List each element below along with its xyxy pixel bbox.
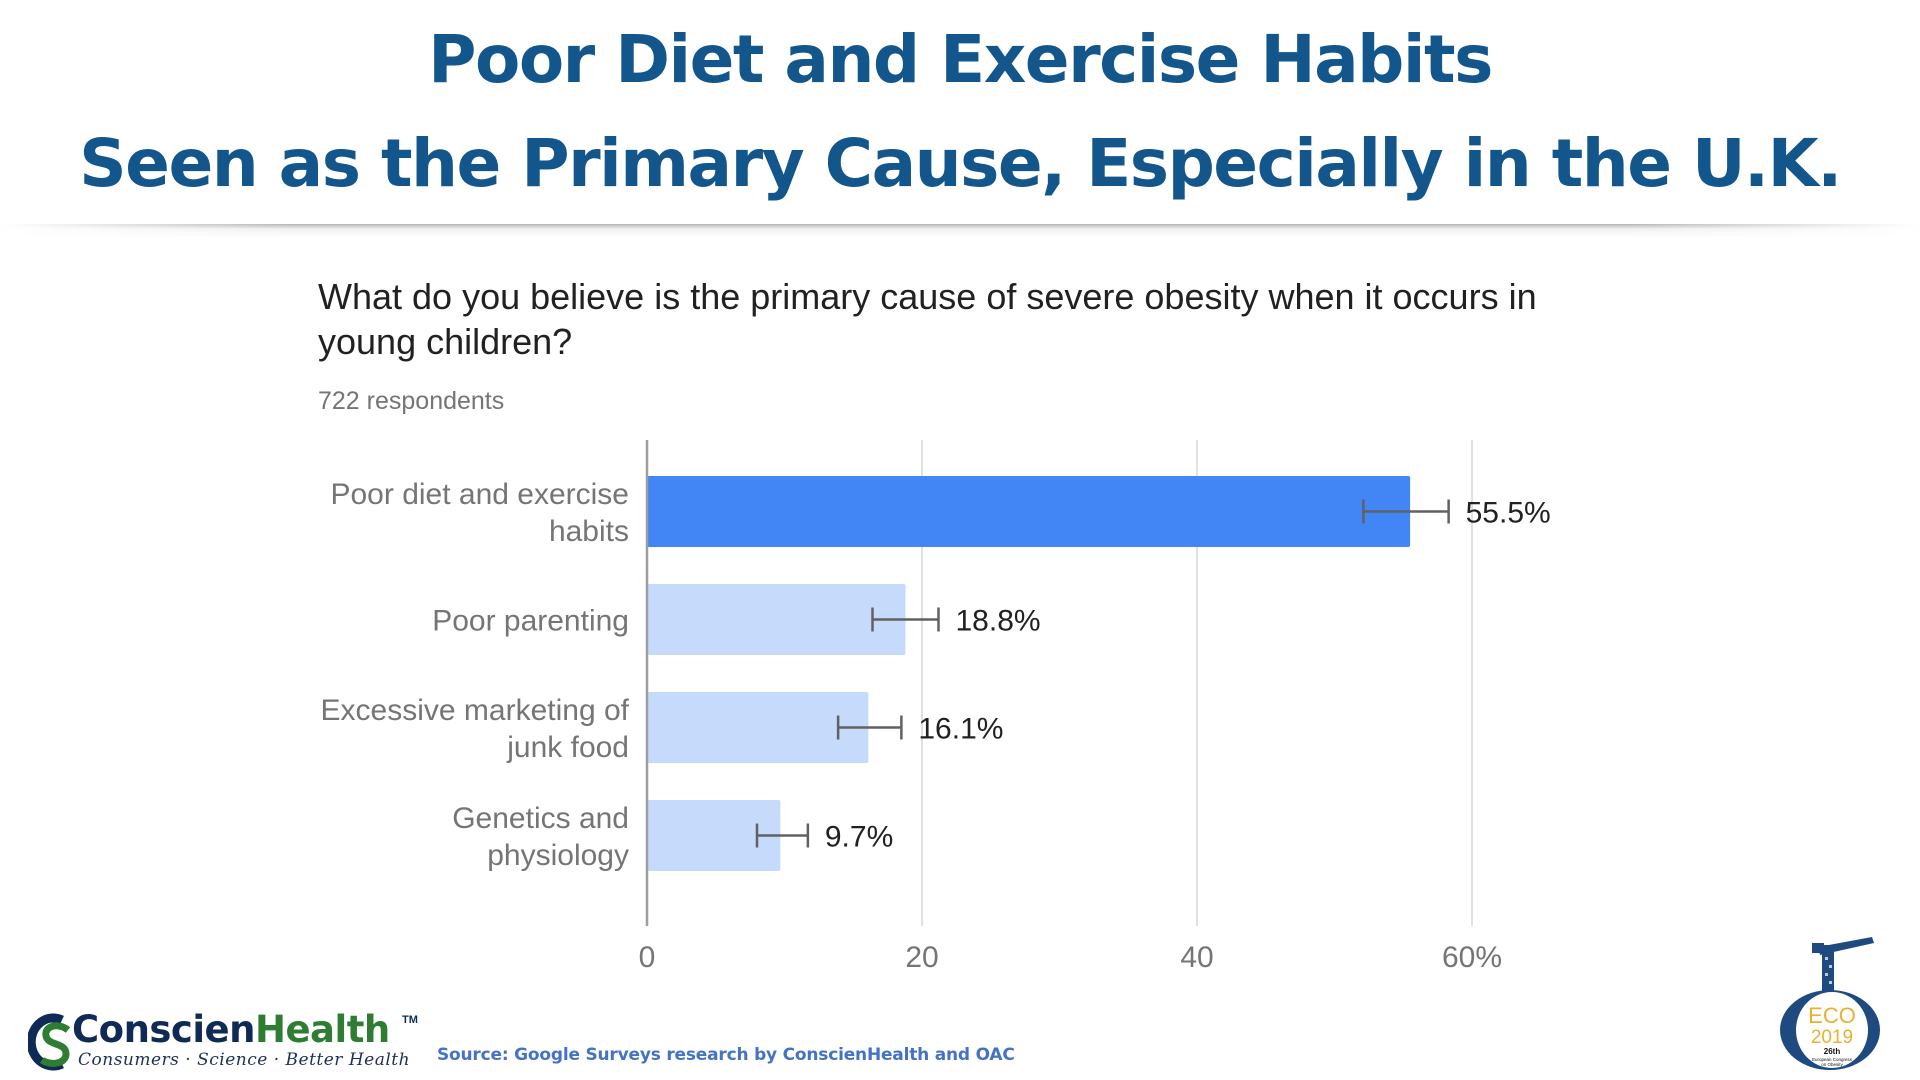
value-label: 16.1% xyxy=(918,713,1003,746)
category-label: Genetics and physiology xyxy=(452,802,629,872)
bar xyxy=(647,476,1411,547)
conscienhealth-logo: ConscienHealth TM Consumers · Science · … xyxy=(28,1008,428,1074)
category-label: Excessive marketing of junk food xyxy=(321,694,630,764)
crane-icon xyxy=(1812,937,1874,995)
error-bar xyxy=(836,715,903,740)
eco-congress-name: European Congress xyxy=(1812,1057,1853,1062)
category-label: Poor parenting xyxy=(432,605,629,638)
eco-2019-logo: ECO 2019 26th European Congress on Obesi… xyxy=(1780,937,1880,1070)
bar xyxy=(647,692,869,763)
eco-congress-topic: on Obesity xyxy=(1821,1062,1843,1067)
error-bar xyxy=(871,607,940,632)
error-bar xyxy=(755,823,810,848)
x-tick-label: 20 xyxy=(905,941,938,974)
respondent-count: 722 respondents xyxy=(318,387,505,415)
eco-edition: 26th xyxy=(1824,1047,1841,1056)
x-tick-label: 40 xyxy=(1180,941,1213,974)
bar xyxy=(647,584,906,655)
value-labels: 55.5% 18.8% 16.1% 9.7% xyxy=(825,497,1551,854)
slide-title-line-2: Seen as the Primary Cause, Especially in… xyxy=(79,125,1842,202)
conscienhealth-wordmark: ConscienHealth xyxy=(72,1008,390,1051)
slide-title: Poor Diet and Exercise Habits Seen as th… xyxy=(0,8,1920,216)
logo-tagline: Consumers · Science · Better Health xyxy=(78,1050,411,1070)
error-bars xyxy=(755,499,1450,848)
category-labels: Poor diet and exercise habits Poor parenti… xyxy=(321,478,630,872)
title-divider xyxy=(0,224,1920,238)
x-tick-label: 0 xyxy=(639,941,656,974)
error-bar xyxy=(1362,499,1450,524)
source-citation: Source: Google Surveys research by Consc… xyxy=(437,1045,1015,1065)
value-label: 18.8% xyxy=(956,605,1041,638)
survey-question: What do you believe is the primary cause… xyxy=(318,276,1537,362)
eco-year: 2019 xyxy=(1811,1027,1853,1048)
bar xyxy=(647,800,781,871)
trademark-symbol: TM xyxy=(402,1014,418,1026)
eco-text: ECO xyxy=(1808,1003,1856,1028)
slide-title-line-1: Poor Diet and Exercise Habits xyxy=(428,21,1493,98)
bars xyxy=(647,476,1411,871)
x-tick-label: 60% xyxy=(1442,941,1502,974)
conscienhealth-cs-mark-icon xyxy=(28,1013,71,1071)
value-label: 9.7% xyxy=(825,821,893,854)
value-label: 55.5% xyxy=(1466,497,1551,530)
category-label: Poor diet and exercise habits xyxy=(330,478,629,548)
x-tick-labels: 0 20 40 60% xyxy=(639,941,1502,974)
